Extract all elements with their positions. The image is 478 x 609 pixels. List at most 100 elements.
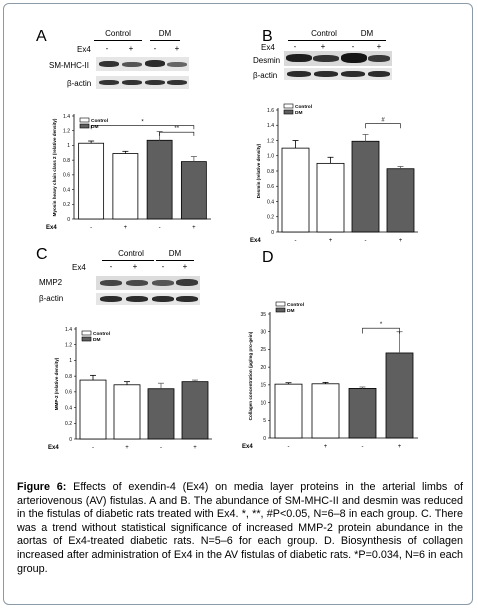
significance-label: * xyxy=(380,322,383,328)
panel-letter-d: D xyxy=(262,249,274,266)
significance-label: * xyxy=(141,120,144,126)
bar xyxy=(180,161,207,220)
legend-swatch xyxy=(81,336,92,342)
legend-label: DM xyxy=(287,308,294,314)
blot-label-sm-mhc-ii: SM-MHC-II xyxy=(49,61,89,70)
group-underline-control xyxy=(102,260,154,261)
group-underline-control xyxy=(94,40,142,41)
chart-b: 0 0.2 0.4 0.6 0.8 1.0 1.2 1.4 1.6 Desmin (relativ… xyxy=(250,103,418,244)
y-tick-label: 0.6 xyxy=(65,390,72,396)
y-tick-label: 1.2 xyxy=(65,343,72,349)
significance-bracket xyxy=(90,125,195,130)
x-tick-label: + xyxy=(324,444,328,450)
legend-swatch xyxy=(81,330,92,336)
y-tick-label: 10 xyxy=(260,400,266,406)
x-tick-label: + xyxy=(398,444,402,450)
ex4-sign: + xyxy=(132,262,138,271)
group-label-control: Control xyxy=(311,29,337,38)
y-tick-label: 20 xyxy=(260,365,266,371)
x-tick-label: + xyxy=(193,445,197,451)
y-tick-label: 30 xyxy=(260,330,266,336)
bar xyxy=(274,383,303,439)
legend-swatch xyxy=(275,307,286,313)
y-tick-label: 0.6 xyxy=(267,184,274,190)
group-label-dm: DM xyxy=(158,29,172,38)
y-axis-label: MMP-2 (relative density) xyxy=(54,357,59,410)
y-tick-label: 1.4 xyxy=(267,123,274,129)
figure-caption: Figure 6: Effects of exendin-4 (Ex4) on … xyxy=(17,481,463,576)
western-blot-desmin xyxy=(284,51,392,66)
x-axis-label: Ex4 xyxy=(242,444,253,450)
x-tick-label: + xyxy=(399,238,403,244)
legend-label: Control xyxy=(91,118,108,124)
y-tick-label: 1.6 xyxy=(267,108,274,114)
legend-label: Control xyxy=(287,302,304,308)
bar xyxy=(181,381,209,440)
y-tick-label: 15 xyxy=(260,383,266,389)
y-tick-label: 1.2 xyxy=(63,129,70,135)
y-tick-label: 0.4 xyxy=(65,405,72,411)
legend-label: Control xyxy=(93,331,110,337)
y-tick-label: 0.8 xyxy=(65,374,72,380)
blot-label-beta-actin: β-actin xyxy=(253,71,278,80)
chart-d: 0 5 10 15 20 25 30 35 Collagen concentration (µg… xyxy=(242,301,418,450)
ex4-sign: - xyxy=(105,44,109,53)
western-blot-mmp2 xyxy=(96,276,200,290)
ex4-sign: - xyxy=(109,262,113,271)
bar xyxy=(147,388,175,440)
x-tick-label: - xyxy=(295,238,297,244)
caption-label: Figure 6: xyxy=(17,481,67,493)
x-tick-label: - xyxy=(288,444,290,450)
y-axis-label: Desmin (relative density) xyxy=(256,143,261,198)
ex4-label: Ex4 xyxy=(77,45,91,54)
y-tick-label: 0.2 xyxy=(63,202,70,208)
x-axis-label: Ex4 xyxy=(46,225,57,231)
bar xyxy=(113,384,141,440)
ex4-label: Ex4 xyxy=(72,263,86,272)
ex4-label: Ex4 xyxy=(261,43,275,52)
legend-swatch xyxy=(283,103,294,109)
legend-swatch xyxy=(79,123,90,129)
bar xyxy=(316,162,345,233)
y-tick-label: 0.2 xyxy=(267,215,274,221)
group-label-control: Control xyxy=(105,29,131,38)
y-tick-label: 0.2 xyxy=(65,421,72,427)
western-blot-beta-actin xyxy=(96,293,200,305)
y-tick-label: 0.8 xyxy=(267,169,274,175)
y-tick-label: 0.4 xyxy=(63,187,70,193)
x-tick-label: - xyxy=(92,445,94,451)
ex4-sign: + xyxy=(174,44,180,53)
legend-label: Control xyxy=(295,104,312,110)
y-tick-label: 1 xyxy=(69,358,72,364)
x-tick-label: - xyxy=(365,238,367,244)
y-axis-label: Collagen concentration (µg/mg pro-gein) xyxy=(248,331,253,420)
y-tick-label: 1.2 xyxy=(267,138,274,144)
ex4-sign: + xyxy=(320,42,326,51)
bar xyxy=(112,153,139,220)
western-blot-beta-actin xyxy=(96,76,189,89)
x-tick-label: + xyxy=(124,225,128,231)
figure-frame xyxy=(3,3,473,605)
significance-label: ** xyxy=(174,126,179,132)
bar xyxy=(348,388,377,439)
significance-bracket xyxy=(159,131,195,136)
western-blot-sm-mhc-ii xyxy=(96,57,189,71)
legend-swatch xyxy=(275,301,286,307)
ex4-sign: + xyxy=(376,42,382,51)
bar xyxy=(351,140,380,233)
group-underline-dm xyxy=(150,40,180,41)
y-tick-label: 0.8 xyxy=(63,158,70,164)
bar xyxy=(281,147,310,233)
ex4-sign: + xyxy=(128,44,134,53)
y-tick-label: 0.6 xyxy=(63,173,70,179)
x-tick-label: + xyxy=(329,238,333,244)
group-underline-dm xyxy=(346,40,386,41)
significance-label: # xyxy=(381,118,385,124)
ex4-sign: - xyxy=(351,42,355,51)
group-label-control: Control xyxy=(118,249,144,258)
y-tick-label: 5 xyxy=(263,418,266,424)
significance-bracket xyxy=(362,327,400,334)
x-axis-label: Ex4 xyxy=(250,238,261,244)
blot-label-beta-actin: β-actin xyxy=(67,79,92,88)
bar xyxy=(311,383,340,439)
